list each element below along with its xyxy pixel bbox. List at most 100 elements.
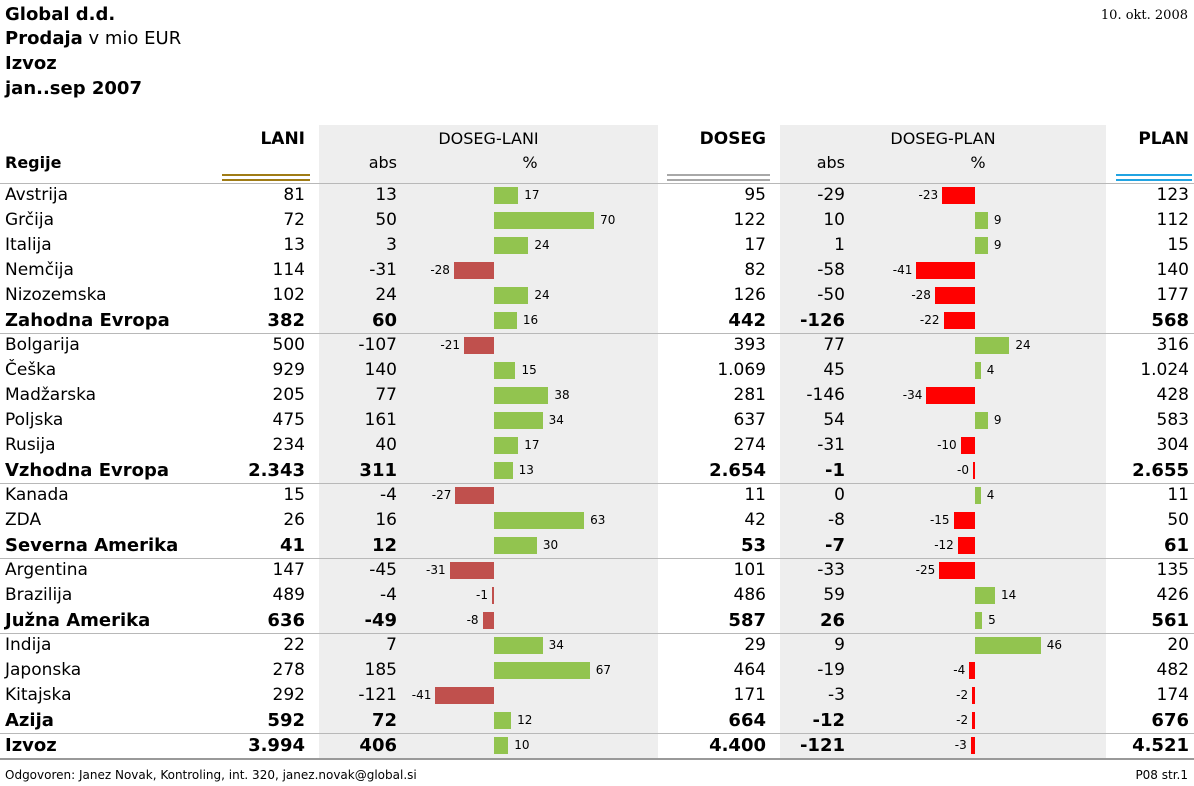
- table-row: Rusija 234 40 17 274 -31 -10 304: [0, 433, 1194, 458]
- group-separator: [0, 333, 1194, 334]
- doseg-lani-pct-bar: [453, 262, 494, 279]
- doseg-lani-abs: -4: [380, 585, 397, 605]
- doseg-value: 2.654: [709, 460, 766, 481]
- plan-value: 426: [1156, 585, 1189, 605]
- measure-unit: v mio EUR: [82, 28, 182, 49]
- doseg-lani-abs: 12: [371, 535, 397, 556]
- region-name: Zahodna Evropa: [5, 310, 170, 331]
- doseg-lani-pct-label: 12: [517, 713, 533, 727]
- doseg-lani-abs: 3: [386, 235, 397, 255]
- lani-value: 3.994: [248, 735, 305, 756]
- doseg-plan-pct-label: 9: [993, 213, 1002, 227]
- table-row: Japonska 278 185 67 464 -19 -4 482: [0, 658, 1194, 683]
- doseg-lani-pct-bar: [494, 537, 537, 554]
- doseg-lani-abs: -121: [358, 685, 397, 705]
- region-name: ZDA: [5, 510, 42, 530]
- doseg-plan-abs: -3: [828, 685, 845, 705]
- doseg-plan-pct-bar: [975, 612, 983, 629]
- footer-responsible: Odgovoren: Janez Novak, Kontroling, int.…: [5, 768, 417, 782]
- measure-title: Prodaja v mio EUR: [5, 28, 181, 49]
- doseg-plan-pct-bar: [953, 512, 975, 529]
- table-row: Argentina 147 -45 -31 101 -33 -25 135: [0, 558, 1194, 583]
- region-name: Indija: [5, 635, 52, 655]
- doseg-value: 95: [744, 185, 766, 205]
- doseg-plan-abs: 45: [823, 360, 845, 380]
- doseg-plan-abs: 1: [834, 235, 845, 255]
- table-row: Izvoz 3.994 406 10 4.400 -121 -3 4.521: [0, 733, 1194, 758]
- doseg-plan-pct-label: -34: [902, 388, 923, 402]
- doseg-value: 486: [733, 585, 766, 605]
- region-name: Bolgarija: [5, 335, 80, 355]
- doseg-lani-abs: 72: [371, 710, 397, 731]
- plan-value: 4.521: [1132, 735, 1189, 756]
- region-name: Azija: [5, 710, 54, 731]
- doseg-lani-pct-label: 63: [590, 513, 606, 527]
- doseg-plan-pct-label: -28: [911, 288, 931, 302]
- lani-value: 41: [279, 535, 305, 556]
- lani-value: 147: [272, 560, 305, 580]
- region-name: Severna Amerika: [5, 535, 179, 556]
- table-row: Bolgarija 500 -107 -21 393 77 24 316: [0, 333, 1194, 358]
- table-row: Zahodna Evropa 382 60 16 442 -126 -22 568: [0, 308, 1194, 333]
- plan-value: 2.655: [1132, 460, 1189, 481]
- doseg-lani-abs: 311: [359, 460, 397, 481]
- table-row: Indija 22 7 34 29 9 46 20: [0, 633, 1194, 658]
- plan-value: 15: [1167, 235, 1189, 255]
- doseg-plan-abs: 77: [823, 335, 845, 355]
- table-row: ZDA 26 16 63 42 -8 -15 50: [0, 508, 1194, 533]
- doseg-plan-pct-label: -22: [919, 313, 940, 327]
- col-plan-header: PLAN: [1138, 129, 1189, 149]
- doseg-lani-pct-label: 70: [600, 213, 616, 227]
- doseg-lani-pct-bar: [494, 712, 512, 729]
- lani-value: 500: [272, 335, 305, 355]
- region-name: Kitajska: [5, 685, 72, 705]
- group-separator: [0, 633, 1194, 634]
- doseg-plan-abs: -50: [817, 285, 845, 305]
- lani-value: 205: [272, 385, 305, 405]
- doseg-plan-abs: -7: [825, 535, 845, 556]
- doseg-lani-abs: 161: [364, 410, 397, 430]
- doseg-lani-pct-bar: [435, 687, 494, 704]
- doseg-plan-pct-bar: [975, 412, 988, 429]
- doseg-lani-abs: 40: [375, 435, 397, 455]
- doseg-value: 82: [744, 260, 766, 280]
- table-row: Kanada 15 -4 -27 11 0 4 11: [0, 483, 1194, 508]
- lani-value: 72: [283, 210, 305, 230]
- doseg-value: 42: [744, 510, 766, 530]
- plan-value: 316: [1156, 335, 1189, 355]
- doseg-plan-pct-bar: [975, 362, 981, 379]
- doseg-plan-pct-label: 9: [993, 238, 1002, 252]
- doseg-lani-pct-label: 24: [534, 288, 550, 302]
- region-name: Rusija: [5, 435, 56, 455]
- region-name: Južna Amerika: [5, 610, 151, 631]
- lani-value: 278: [272, 660, 305, 680]
- doseg-value: 53: [740, 535, 766, 556]
- lani-value: 234: [272, 435, 305, 455]
- doseg-plan-pct-bar: [916, 262, 975, 279]
- plan-value: 482: [1156, 660, 1189, 680]
- plan-value: 50: [1167, 510, 1189, 530]
- doseg-lani-abs: 60: [371, 310, 397, 331]
- doseg-plan-pct-bar: [942, 187, 975, 204]
- doseg-lani-abs: 16: [375, 510, 397, 530]
- doseg-value: 171: [733, 685, 766, 705]
- doseg-lani-pct-bar: [494, 287, 529, 304]
- doseg-value: 442: [728, 310, 766, 331]
- col-region-header: Regije: [5, 153, 62, 172]
- doseg-lani-abs: 24: [375, 285, 397, 305]
- doseg-plan-pct-bar: [975, 212, 988, 229]
- doseg-lani-pct-bar: [494, 387, 549, 404]
- doseg-plan-pct-bar: [972, 712, 975, 729]
- doseg-lani-pct-label: 13: [518, 463, 534, 477]
- doseg-lani-abs: 77: [375, 385, 397, 405]
- doseg-value: 587: [728, 610, 766, 631]
- lani-value: 81: [283, 185, 305, 205]
- plan-value: 135: [1156, 560, 1189, 580]
- region-name: Izvoz: [5, 735, 57, 756]
- doseg-plan-pct-label: 14: [1001, 588, 1017, 602]
- plan-value: 568: [1151, 310, 1189, 331]
- doseg-value: 464: [733, 660, 766, 680]
- lani-value: 114: [272, 260, 305, 280]
- col-lani-header: LANI: [260, 129, 305, 149]
- doseg-plan-abs: 26: [819, 610, 845, 631]
